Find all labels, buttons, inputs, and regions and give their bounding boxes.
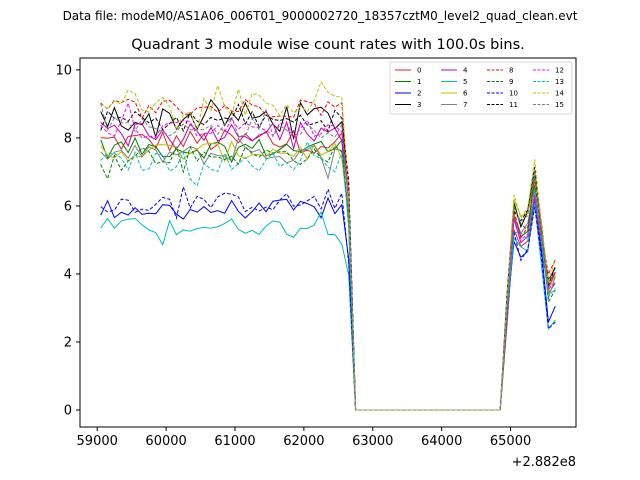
legend-label-1: 1 [417, 78, 421, 86]
x-tick-label: 62000 [283, 434, 324, 449]
x-tick-label: 61000 [214, 434, 255, 449]
legend-label-14: 14 [555, 90, 564, 98]
x-tick-label: 59000 [77, 434, 118, 449]
y-tick-label: 4 [64, 267, 72, 282]
series-line-10 [100, 184, 556, 411]
legend-label-4: 4 [463, 67, 468, 75]
legend-label-10: 10 [509, 90, 518, 98]
y-tick-label: 8 [64, 131, 72, 146]
series-line-11 [100, 103, 556, 411]
y-tick-label: 6 [64, 199, 72, 214]
series-line-2 [100, 196, 556, 411]
x-tick-label: 65000 [490, 434, 531, 449]
legend-label-12: 12 [555, 67, 564, 75]
x-tick-label: 64000 [421, 434, 462, 449]
legend-label-7: 7 [463, 101, 467, 109]
plot-area [79, 57, 577, 428]
x-tick-label: 63000 [352, 434, 393, 449]
series-line-9 [100, 144, 556, 411]
series-line-6 [100, 140, 556, 411]
series-line-0 [100, 129, 556, 411]
legend-label-2: 2 [417, 90, 421, 98]
legend-label-9: 9 [509, 78, 513, 86]
legend-label-11: 11 [509, 101, 518, 109]
series-line-4 [100, 120, 556, 411]
legend-label-0: 0 [417, 67, 421, 75]
y-tick-label: 2 [64, 335, 72, 350]
y-axis: 0 2 4 6 8 10 [55, 63, 80, 418]
legend-label-13: 13 [555, 78, 564, 86]
legend-label-8: 8 [509, 67, 513, 75]
legend-box [389, 61, 573, 115]
suptitle: Data file: modeM0/AS1A06_006T01_90000027… [63, 9, 578, 23]
series-line-15 [100, 103, 556, 411]
legend-label-5: 5 [463, 78, 467, 86]
axes-frame [79, 57, 577, 428]
chart-title: Quadrant 3 module wise count rates with … [131, 37, 525, 53]
series-line-7 [100, 137, 556, 411]
series-line-8 [100, 98, 556, 411]
legend-label-15: 15 [555, 101, 564, 109]
series-line-3 [100, 98, 556, 411]
y-tick-label: 10 [55, 63, 72, 78]
y-tick-label: 0 [64, 403, 72, 418]
x-offset-label: +2.882e8 [512, 455, 576, 470]
x-axis: 59000 60000 61000 62000 63000 64000 65000 [77, 427, 531, 449]
legend-label-6: 6 [463, 90, 468, 98]
series-line-5 [100, 202, 556, 411]
legend-label-3: 3 [417, 101, 421, 109]
series-line-13 [100, 140, 556, 411]
x-tick-label: 60000 [145, 434, 186, 449]
